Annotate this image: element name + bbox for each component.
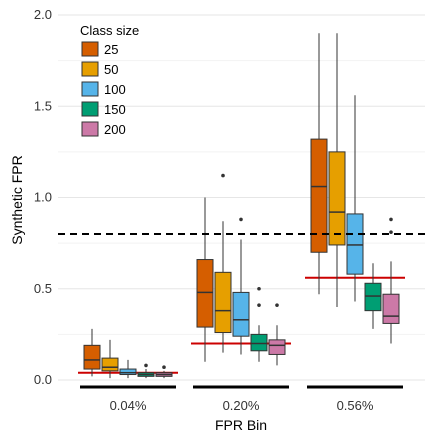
x-tick-label: 0.56% bbox=[337, 398, 374, 413]
box-iqr bbox=[101, 357, 119, 372]
box bbox=[137, 363, 155, 379]
legend-label: 200 bbox=[104, 122, 126, 137]
x-axis-title: FPR Bin bbox=[215, 417, 267, 433]
outlier-point bbox=[144, 363, 148, 368]
box-iqr bbox=[346, 213, 364, 275]
box bbox=[310, 33, 328, 295]
box bbox=[250, 286, 268, 362]
outlier-point bbox=[389, 230, 393, 234]
outlier-point bbox=[221, 173, 225, 178]
x-tick-label: 0.20% bbox=[223, 398, 260, 413]
legend-label: 25 bbox=[104, 42, 118, 57]
box-iqr bbox=[119, 368, 137, 376]
box bbox=[83, 328, 101, 377]
box bbox=[364, 263, 382, 329]
legend-swatch bbox=[81, 101, 99, 117]
y-tick-labels: 0.0 0.5 1.0 1.5 2.0 bbox=[34, 7, 52, 387]
box bbox=[196, 197, 214, 362]
legend: Class size 25 50 100 150 200 bbox=[80, 23, 139, 137]
y-tick-label: 0.5 bbox=[34, 281, 52, 296]
outlier-point bbox=[162, 365, 166, 370]
y-tick-label: 0.0 bbox=[34, 372, 52, 387]
x-tick-label: 0.04% bbox=[110, 398, 147, 413]
box bbox=[214, 173, 232, 353]
series-200 bbox=[155, 217, 400, 379]
series-100 bbox=[119, 95, 364, 379]
outlier-point bbox=[257, 286, 261, 291]
box bbox=[119, 359, 137, 379]
outlier-point bbox=[275, 303, 279, 307]
box-iqr bbox=[310, 138, 328, 253]
box bbox=[155, 365, 173, 379]
outlier-point bbox=[239, 217, 243, 222]
legend-label: 150 bbox=[104, 102, 126, 117]
box-series bbox=[83, 33, 400, 379]
outlier-point bbox=[389, 217, 393, 222]
box-iqr bbox=[83, 344, 101, 370]
box-iqr bbox=[328, 151, 346, 246]
box bbox=[101, 339, 119, 379]
legend-swatch bbox=[81, 41, 99, 57]
legend-swatch bbox=[81, 61, 99, 77]
box-iqr bbox=[364, 282, 382, 312]
y-tick-label: 2.0 bbox=[34, 7, 52, 22]
box-iqr bbox=[268, 339, 286, 355]
box bbox=[232, 217, 250, 355]
y-tick-label: 1.0 bbox=[34, 190, 52, 205]
box-iqr bbox=[214, 271, 232, 334]
box-iqr bbox=[250, 333, 268, 352]
box-iqr bbox=[382, 293, 400, 324]
box-iqr bbox=[196, 259, 214, 328]
legend-label: 100 bbox=[104, 82, 126, 97]
box-iqr bbox=[232, 291, 250, 337]
legend-label: 50 bbox=[104, 62, 118, 77]
y-axis-title: Synthetic FPR bbox=[9, 155, 25, 244]
series-50 bbox=[101, 33, 346, 379]
box bbox=[382, 217, 400, 344]
x-tick-labels: 0.04% 0.20% 0.56% bbox=[110, 398, 374, 413]
legend-swatch bbox=[81, 121, 99, 137]
box bbox=[328, 33, 346, 307]
box bbox=[268, 303, 286, 366]
outlier-point bbox=[257, 303, 261, 307]
y-tick-label: 1.5 bbox=[34, 98, 52, 113]
legend-title: Class size bbox=[80, 23, 139, 38]
legend-items: 25 50 100 150 200 bbox=[81, 41, 126, 137]
series-25 bbox=[83, 33, 328, 377]
series-150 bbox=[137, 263, 382, 379]
legend-swatch bbox=[81, 81, 99, 97]
box bbox=[346, 95, 364, 302]
